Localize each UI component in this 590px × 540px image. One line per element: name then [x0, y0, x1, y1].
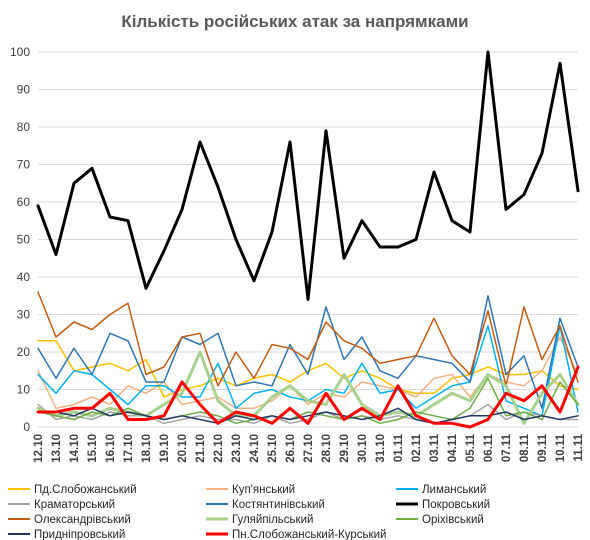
x-tick-label: 31.10 [375, 434, 387, 463]
x-tick-label: 02.11 [411, 433, 423, 462]
x-tick-label: 28.10 [321, 434, 333, 463]
x-tick-label: 21.10 [195, 434, 207, 463]
y-tick-label: 20 [17, 345, 31, 359]
y-tick-label: 0 [23, 420, 30, 434]
legend-label: Олександрівський [34, 514, 131, 526]
x-axis-ticks: 12.10 13.10 14.10 15.10 16.10 17.10 18.10 19.10… [33, 433, 585, 462]
series-line [37, 291, 579, 387]
x-tick-label: 25.10 [267, 434, 279, 463]
y-tick-label: 60 [17, 195, 31, 209]
x-tick-label: 07.11 [501, 433, 513, 462]
x-tick-label: 06.11 [483, 433, 495, 462]
legend-label: Придніпровський [34, 529, 125, 540]
series-line [36, 365, 580, 429]
x-tick-label: 09.11 [537, 433, 549, 462]
legend-label: Пн.Слобожанський-Курський [232, 529, 386, 540]
x-tick-label: 05.11 [465, 433, 477, 462]
x-tick-label: 15.10 [87, 434, 99, 463]
legend-label: Куп'янський [232, 484, 295, 496]
legend-label: Костянтинівський [232, 499, 325, 511]
x-tick-label: 22.10 [213, 434, 225, 463]
x-tick-label: 16.10 [105, 434, 117, 463]
x-tick-label: 30.10 [357, 434, 369, 463]
series-line [37, 377, 579, 425]
y-tick-label: 80 [17, 120, 31, 134]
series-line [37, 403, 579, 425]
y-tick-label: 10 [17, 383, 31, 397]
legend: Пд.Слобожанський Куп'янський Лиманський Кра… [8, 484, 490, 540]
x-tick-label: 29.10 [339, 434, 351, 463]
legend-label: Покровський [422, 499, 490, 511]
y-tick-label: 40 [17, 270, 31, 284]
legend-label: Лиманський [422, 484, 486, 496]
chart-title: Кількість російських атак за напрямками [121, 12, 469, 31]
x-tick-label: 17.10 [123, 434, 135, 463]
y-tick-label: 30 [17, 308, 31, 322]
series-line [36, 50, 580, 301]
x-tick-label: 19.10 [159, 434, 171, 463]
x-tick-label: 03.11 [429, 433, 441, 462]
legend-label: Пд.Слобожанський [34, 484, 137, 496]
x-tick-label: 23.10 [231, 434, 243, 463]
x-tick-label: 13.10 [51, 434, 63, 463]
x-tick-label: 10.11 [555, 433, 567, 462]
x-tick-label: 01.11 [393, 433, 405, 462]
x-tick-label: 27.10 [303, 434, 315, 463]
y-tick-label: 90 [17, 83, 31, 97]
y-axis-ticks: 0 10 20 30 40 50 60 70 80 90 100 [10, 45, 30, 434]
x-tick-label: 20.10 [177, 434, 189, 463]
y-tick-label: 50 [17, 233, 31, 247]
y-tick-label: 70 [17, 158, 31, 172]
series-line [37, 407, 579, 425]
x-tick-label: 14.10 [69, 434, 81, 463]
x-tick-label: 11.11 [573, 433, 585, 461]
legend-label: Гуляйпільський [232, 514, 313, 526]
x-tick-label: 26.10 [285, 434, 297, 463]
x-tick-label: 12.10 [33, 434, 45, 463]
series-lines [36, 50, 580, 429]
x-tick-label: 18.10 [141, 434, 153, 463]
series-line [37, 340, 579, 398]
x-tick-label: 24.10 [249, 434, 261, 463]
x-tick-label: 08.11 [519, 433, 531, 462]
series-line [37, 295, 579, 410]
legend-label: Краматорський [34, 499, 115, 511]
x-tick-label: 04.11 [447, 433, 459, 462]
y-tick-label: 100 [10, 45, 30, 59]
legend-label: Оріхівський [422, 514, 484, 526]
